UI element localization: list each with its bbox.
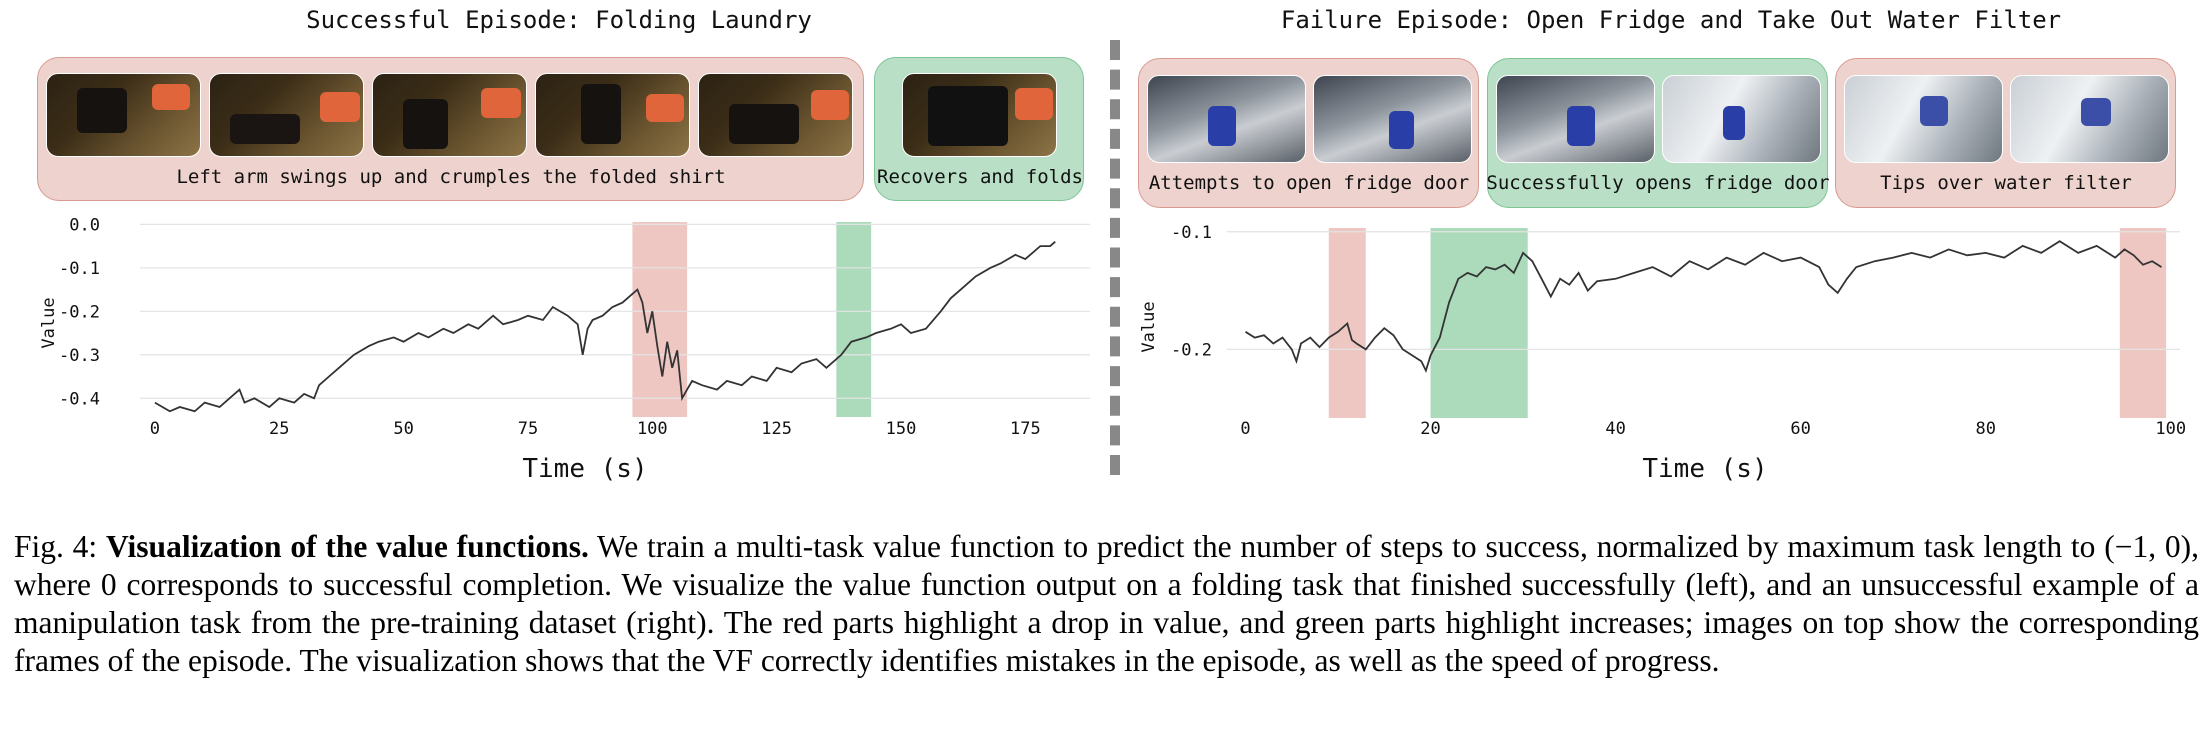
right-x-tick-label: 20 [1420, 419, 1440, 439]
caption-prefix: Fig. 4: [14, 529, 106, 564]
right-value-chart: -0.1 -0.2 0 20 40 60 80 100 Value Time (s) [1139, 223, 2186, 484]
left-x-axis-label: Time (s) [522, 454, 647, 484]
right-red-annotation-box-2: Tips over water filter [1835, 58, 2176, 208]
episode-frame-r3 [1496, 75, 1655, 163]
episode-frame-5 [698, 73, 853, 157]
panel-divider [1110, 40, 1120, 475]
left-x-tick-label: 50 [393, 419, 413, 439]
left-x-tick-label: 25 [269, 419, 289, 439]
episode-frame-4 [535, 73, 690, 157]
left-y-tick-label: -0.3 [59, 346, 100, 366]
right-x-tick-label: 40 [1605, 419, 1625, 439]
left-green-annotation-box: Recovers and folds [874, 57, 1084, 201]
left-highlight-red-0 [632, 222, 688, 417]
right-y-tick-label: -0.1 [1171, 223, 1212, 243]
left-value-chart: 0.0-0.1-0.2-0.3-0.4 0 25 50 75 100 125 150 175 … [39, 215, 1090, 484]
right-y-tick-label: -0.2 [1171, 340, 1212, 360]
left-red-box-label: Left arm swings up and crumples the fold… [176, 166, 726, 188]
left-x-tick-label: 125 [761, 419, 792, 439]
figure-caption: Fig. 4: Visualization of the value funct… [14, 528, 2199, 680]
left-y-tick-label: -0.4 [59, 389, 100, 409]
right-red-box-1-label: Attempts to open fridge door [1148, 172, 1470, 194]
left-x-tick-label: 175 [1010, 419, 1041, 439]
left-highlight-green-1 [836, 222, 872, 417]
right-panel-title: Failure Episode: Open Fridge and Take Ou… [1280, 6, 2062, 34]
left-x-tick-label: 150 [886, 419, 917, 439]
right-red-box-2-label: Tips over water filter [1880, 172, 2132, 194]
left-x-tick-label: 0 [150, 419, 160, 439]
left-x-tick-label: 100 [637, 419, 668, 439]
episode-frame-2 [209, 73, 364, 157]
right-green-box-label: Successfully opens fridge door [1486, 172, 1830, 194]
caption-bold-title: Visualization of the value functions. [105, 529, 589, 564]
right-value-line [1245, 240, 2162, 374]
left-y-tick-label: -0.2 [59, 302, 100, 322]
episode-frame-6 [902, 73, 1057, 157]
left-y-axis-label: Value [39, 297, 59, 348]
right-y-axis-label: Value [1139, 301, 1159, 352]
right-highlight-red-2 [2119, 228, 2167, 418]
episode-frame-r4 [1662, 75, 1821, 163]
episode-frame-r6 [2010, 75, 2169, 163]
left-value-line [154, 241, 1056, 413]
caption-body: We train a multi-task value function to … [14, 529, 2199, 678]
episode-frame-1 [46, 73, 201, 157]
right-x-tick-label: 100 [2155, 419, 2186, 439]
left-y-tick-label: -0.1 [59, 259, 100, 279]
right-x-tick-label: 0 [1240, 419, 1250, 439]
episode-frame-r2 [1313, 75, 1472, 163]
episode-frame-r1 [1147, 75, 1306, 163]
left-green-box-label: Recovers and folds [877, 166, 1083, 188]
left-panel-title: Successful Episode: Folding Laundry [306, 6, 812, 34]
episode-frame-3 [372, 73, 527, 157]
right-highlight-green-1 [1430, 228, 1528, 418]
right-x-tick-label: 80 [1975, 419, 1995, 439]
right-x-tick-label: 60 [1790, 419, 1810, 439]
right-x-axis-label: Time (s) [1642, 454, 1767, 484]
left-y-tick-label: 0.0 [69, 215, 100, 235]
left-red-annotation-box: Left arm swings up and crumples the fold… [37, 57, 864, 201]
right-red-annotation-box-1: Attempts to open fridge door [1138, 58, 1479, 208]
right-green-annotation-box: Successfully opens fridge door [1486, 58, 1830, 208]
left-x-tick-label: 75 [518, 419, 538, 439]
episode-frame-r5 [1844, 75, 2003, 163]
